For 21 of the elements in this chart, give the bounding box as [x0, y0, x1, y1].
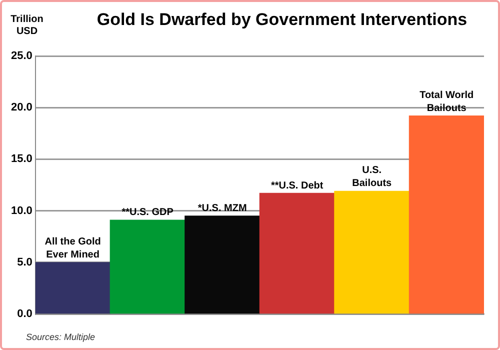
- bar: [408, 116, 484, 314]
- y-tick-label: 5.0: [17, 256, 32, 268]
- x-tick-label: **U.S. GDP: [122, 207, 174, 218]
- y-axis-title: Trillion USD: [10, 14, 44, 38]
- x-tick-label: All the Gold Ever Mined: [44, 236, 101, 260]
- x-tick-label: **U.S. Debt: [270, 180, 324, 192]
- x-tick-label: *U.S. MZM: [198, 202, 247, 214]
- x-tick-label: Total World Bailouts: [420, 90, 474, 114]
- bar: [35, 262, 111, 314]
- y-tick-label: 15.0: [10, 153, 32, 166]
- y-tick-label: 25.0: [10, 50, 32, 62]
- bar: [184, 216, 260, 314]
- bar: [110, 220, 186, 314]
- bar: [334, 190, 410, 314]
- x-tick-label: U.S. Bailouts: [352, 165, 392, 190]
- chart-title: Gold Is Dwarfed by Government Interventions: [96, 10, 468, 30]
- bar: [259, 192, 335, 314]
- source-note: Sources: Multiple: [26, 332, 96, 342]
- y-tick-label: 20.0: [10, 102, 32, 114]
- y-tick-label: 10.0: [10, 204, 32, 217]
- y-tick-label: 0.0: [17, 308, 32, 320]
